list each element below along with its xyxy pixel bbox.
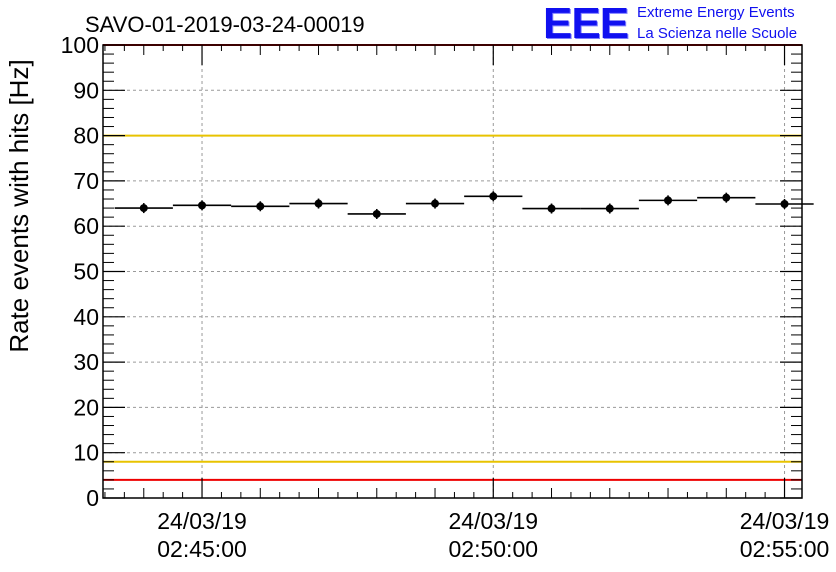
grid-layer <box>103 45 802 498</box>
data-point <box>139 204 148 213</box>
y-tick-label: 0 <box>86 485 99 511</box>
y-tick-label: 60 <box>73 213 99 239</box>
data-point <box>256 202 265 211</box>
data-point <box>431 199 440 208</box>
data-point <box>489 192 498 201</box>
y-tick-label: 70 <box>73 168 99 194</box>
eee-logo: EEE Extreme Energy Events La Scienza nel… <box>543 0 833 48</box>
y-tick-label: 30 <box>73 349 99 375</box>
data-point <box>198 201 207 210</box>
chart-title: SAVO-01-2019-03-24-00019 <box>85 12 365 37</box>
x-tick-date-label: 24/03/19 <box>157 508 247 534</box>
eee-logo-mark: EEE <box>543 0 629 48</box>
x-tick-time-label: 02:50:00 <box>449 536 539 562</box>
x-tick-time-label: 02:55:00 <box>740 536 830 562</box>
y-tick-label: 90 <box>73 77 99 103</box>
axis-ticks <box>103 44 802 499</box>
reference-lines <box>103 44 802 481</box>
y-tick-label: 80 <box>73 123 99 149</box>
data-point <box>314 199 323 208</box>
y-axis-title: Rate events with hits [Hz] <box>4 59 34 352</box>
data-point <box>372 209 381 218</box>
logo-line-extreme-energy-events: Extreme Energy Events <box>637 4 795 21</box>
data-points <box>114 191 814 219</box>
y-tick-label: 40 <box>73 304 99 330</box>
tick-labels: 010203040506070809010024/03/1902:45:0024… <box>61 32 830 562</box>
y-tick-label: 10 <box>73 440 99 466</box>
y-tick-label: 20 <box>73 394 99 420</box>
data-point <box>722 193 731 202</box>
logo-line-la-scienza: La Scienza nelle Scuole <box>637 25 798 42</box>
data-point <box>780 200 789 209</box>
data-point <box>547 204 556 213</box>
x-tick-time-label: 02:45:00 <box>157 536 247 562</box>
y-tick-label: 50 <box>73 259 99 285</box>
data-point <box>605 204 614 213</box>
y-tick-label: 100 <box>61 32 99 58</box>
x-tick-date-label: 24/03/19 <box>449 508 539 534</box>
x-tick-date-label: 24/03/19 <box>740 508 830 534</box>
data-point <box>664 196 673 205</box>
